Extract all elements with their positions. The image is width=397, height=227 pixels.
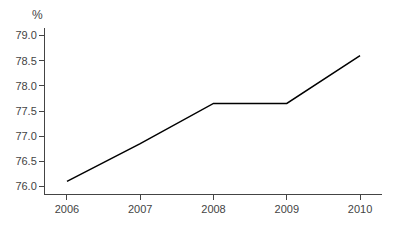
svg-text:79.0: 79.0 (15, 29, 36, 41)
svg-text:2009: 2009 (275, 203, 299, 215)
svg-text:2007: 2007 (128, 203, 152, 215)
svg-text:77.5: 77.5 (15, 105, 36, 117)
svg-text:77.0: 77.0 (15, 130, 36, 142)
svg-text:76.5: 76.5 (15, 155, 36, 167)
svg-text:76.0: 76.0 (15, 180, 36, 192)
svg-text:78.5: 78.5 (15, 55, 36, 67)
svg-text:%: % (32, 8, 43, 22)
svg-text:2006: 2006 (55, 203, 79, 215)
svg-text:2010: 2010 (348, 203, 372, 215)
svg-text:78.0: 78.0 (15, 80, 36, 92)
svg-text:2008: 2008 (201, 203, 225, 215)
